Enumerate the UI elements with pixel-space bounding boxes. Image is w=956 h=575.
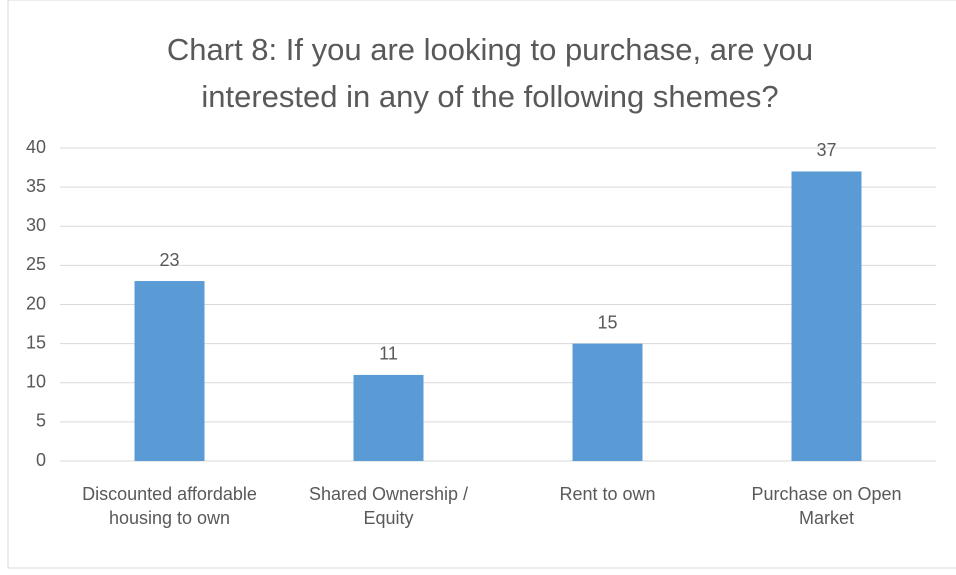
y-tick-label: 30	[26, 215, 46, 235]
data-label: 37	[816, 140, 836, 160]
x-tick-label: Rent to own	[559, 484, 656, 504]
y-tick-label: 40	[26, 137, 46, 157]
x-tick-label: Shared Ownership / Equity	[308, 484, 469, 528]
bar	[791, 171, 862, 461]
y-tick-label: 20	[26, 293, 46, 313]
y-tick-label: 25	[26, 254, 46, 274]
y-tick-label: 5	[36, 411, 46, 431]
bar	[572, 343, 643, 461]
x-tick-label: Discounted affordable housing to own	[82, 484, 257, 528]
data-label: 23	[159, 250, 179, 270]
chart-frame	[7, 0, 956, 569]
data-label: 11	[379, 344, 398, 364]
data-label: 15	[597, 312, 617, 332]
x-tick-label: Purchase on Open Market	[751, 484, 902, 528]
y-tick-label: 0	[36, 450, 46, 470]
bar	[134, 281, 205, 461]
y-tick-label: 15	[26, 332, 46, 352]
bar	[353, 374, 424, 461]
chart-title: Chart 8: If you are looking to purchase,…	[166, 32, 814, 114]
y-tick-label: 10	[26, 372, 46, 392]
y-tick-label: 35	[26, 176, 46, 196]
